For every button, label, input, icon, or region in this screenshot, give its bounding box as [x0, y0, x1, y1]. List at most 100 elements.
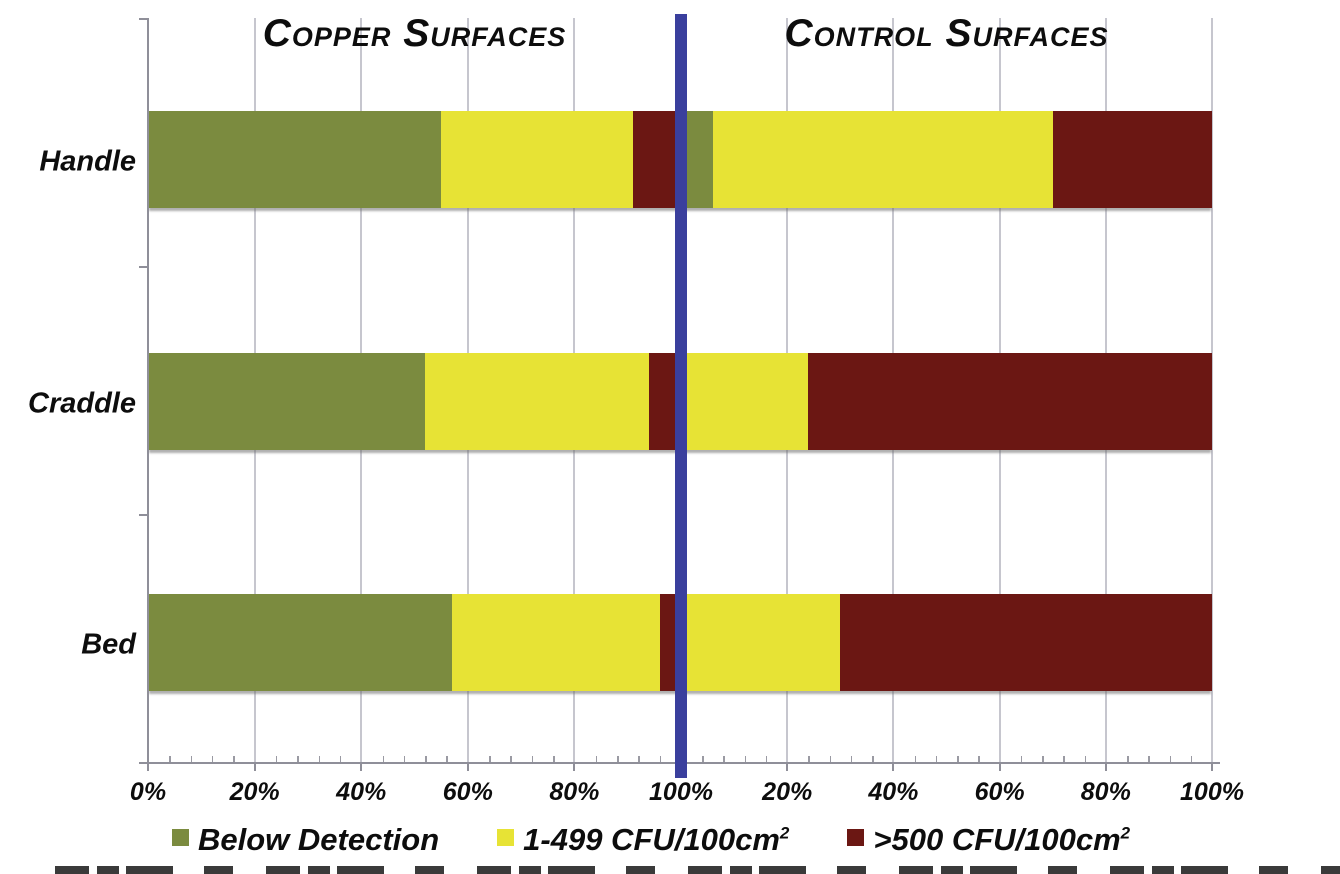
- x-axis-major-tick: [147, 762, 149, 771]
- legend-label: 1-499 CFU/100cm2: [523, 822, 790, 857]
- panel-control-surfaces: [681, 594, 1212, 691]
- bar-row-bed: [148, 594, 1212, 691]
- x-axis-major-tick: [1104, 762, 1107, 771]
- x-axis-minor-tick: [169, 756, 171, 762]
- legend-label: Below Detection: [198, 822, 440, 857]
- x-axis-minor-tick: [659, 756, 662, 762]
- bar-segment: [148, 111, 442, 208]
- left-panel-title: Copper Surfaces: [262, 12, 567, 55]
- bar-segment: [808, 353, 1212, 450]
- gridline: [1211, 18, 1213, 763]
- x-axis-minor-tick: [638, 756, 640, 762]
- legend-swatch: [847, 829, 865, 846]
- bar-segment: [425, 353, 650, 450]
- x-axis-minor-tick: [850, 756, 853, 762]
- bar-segment: [712, 111, 1053, 208]
- x-axis-minor-tick: [1020, 756, 1023, 762]
- legend-item: >500 CFU/100cm2: [847, 822, 1130, 858]
- x-axis-minor-tick: [318, 756, 321, 762]
- x-axis-minor-tick: [595, 756, 598, 762]
- x-axis-minor-tick: [1169, 756, 1172, 762]
- panel-control-surfaces: [681, 353, 1212, 450]
- x-axis-major-tick: [253, 762, 256, 771]
- x-axis-minor-tick: [1148, 756, 1150, 762]
- x-axis-major-tick: [1211, 762, 1213, 771]
- x-axis-major-tick: [573, 762, 576, 771]
- x-axis-minor-tick: [531, 756, 534, 762]
- x-axis-minor-tick: [1127, 756, 1129, 762]
- x-axis-minor-tick: [829, 756, 832, 762]
- x-axis-major-tick: [786, 762, 789, 771]
- bar-segment: [451, 594, 660, 691]
- legend-item: 1-499 CFU/100cm2: [497, 822, 789, 858]
- x-axis-minor-tick: [190, 756, 193, 762]
- x-axis-minor-tick: [382, 756, 385, 762]
- x-tick-label: 0%: [129, 778, 167, 806]
- x-axis-minor-tick: [1190, 756, 1193, 762]
- x-tick-label: 20%: [229, 778, 280, 806]
- x-axis-minor-tick: [935, 756, 938, 762]
- category-label-handle: Handle: [39, 145, 136, 177]
- x-axis-minor-tick: [403, 756, 406, 762]
- panel-divider-line: [675, 14, 687, 778]
- x-tick-label: 80%: [1080, 778, 1131, 806]
- x-tick-label: 40%: [336, 778, 387, 806]
- x-tick-label: 20%: [762, 778, 813, 806]
- bar-segment: [148, 594, 452, 691]
- x-tick-label: 40%: [868, 778, 919, 806]
- x-axis-minor-tick: [510, 756, 512, 762]
- bar-segment: [840, 594, 1212, 691]
- x-axis-minor-tick: [233, 756, 235, 762]
- panel-copper-surfaces: [148, 594, 681, 691]
- legend: Below Detection 1-499 CFU/100cm2 >500 CFU/…: [172, 822, 1130, 858]
- y-axis-tick: [139, 18, 148, 20]
- panel-copper-surfaces: [148, 111, 681, 208]
- x-axis-minor-tick: [808, 756, 810, 762]
- x-tick-label: 100%: [1180, 778, 1244, 806]
- x-axis-minor-tick: [872, 756, 874, 762]
- bar-segment: [148, 353, 426, 450]
- x-axis-minor-tick: [1063, 756, 1065, 762]
- bar-segment: [1052, 111, 1212, 208]
- x-tick-label: 100%: [649, 778, 713, 806]
- x-tick-label: 60%: [442, 778, 493, 806]
- x-axis-minor-tick: [914, 756, 917, 762]
- bar-row-handle: [148, 111, 1212, 208]
- x-axis-minor-tick: [489, 756, 491, 762]
- legend-item: Below Detection: [172, 822, 439, 858]
- x-axis-minor-tick: [211, 756, 214, 762]
- x-axis-major-tick: [466, 762, 469, 771]
- x-axis-minor-tick: [957, 756, 959, 762]
- bar-segment: [633, 111, 681, 208]
- x-axis-minor-tick: [425, 756, 427, 762]
- x-axis-major-tick: [998, 762, 1001, 771]
- x-axis-minor-tick: [1084, 756, 1087, 762]
- cropped-caption-text: [55, 866, 1340, 874]
- panel-copper-surfaces: [148, 353, 681, 450]
- x-axis-minor-tick: [617, 756, 619, 762]
- x-axis-minor-tick: [339, 756, 342, 762]
- x-axis-minor-tick: [297, 756, 299, 762]
- x-axis-minor-tick: [553, 756, 555, 762]
- x-axis-minor-tick: [744, 756, 747, 762]
- x-tick-label: 80%: [549, 778, 600, 806]
- y-axis-tick: [139, 514, 148, 516]
- legend-swatch: [172, 829, 189, 846]
- x-axis-minor-tick: [723, 756, 725, 762]
- x-axis-minor-tick: [765, 756, 768, 762]
- legend-label: >500 CFU/100cm2: [873, 822, 1131, 857]
- x-axis-minor-tick: [978, 756, 980, 762]
- bar-segment: [681, 594, 841, 691]
- bar-segment: [441, 111, 634, 208]
- x-axis-major-tick: [892, 762, 895, 771]
- panel-control-surfaces: [681, 111, 1212, 208]
- category-label-craddle: Craddle: [28, 387, 136, 419]
- y-axis-tick: [139, 266, 148, 268]
- right-panel-title: Control Surfaces: [784, 12, 1109, 55]
- x-tick-label: 60%: [974, 778, 1025, 806]
- bar-segment: [681, 353, 809, 450]
- x-axis-minor-tick: [1042, 756, 1044, 762]
- category-label-bed: Bed: [81, 628, 136, 660]
- x-axis-minor-tick: [275, 756, 278, 762]
